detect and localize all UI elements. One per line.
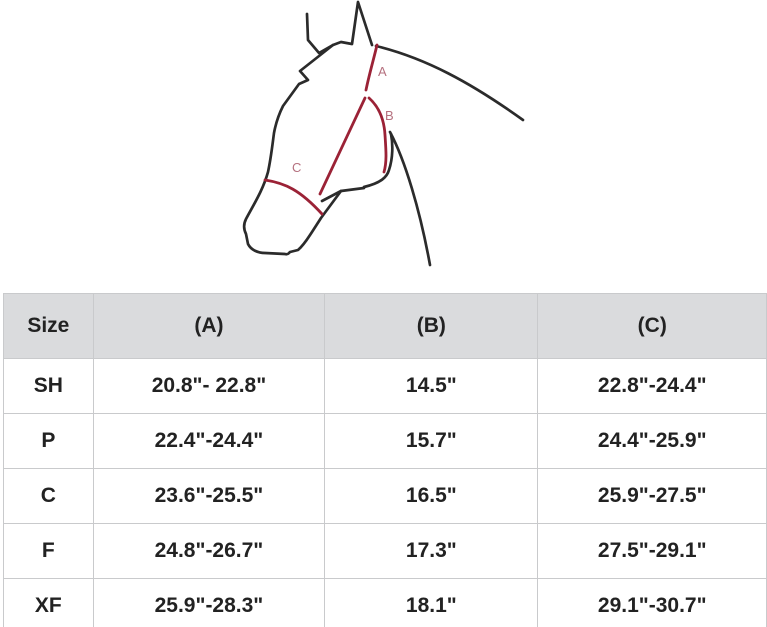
svg-text:B: B — [385, 108, 394, 123]
svg-text:A: A — [378, 64, 387, 79]
svg-text:C: C — [292, 160, 301, 175]
